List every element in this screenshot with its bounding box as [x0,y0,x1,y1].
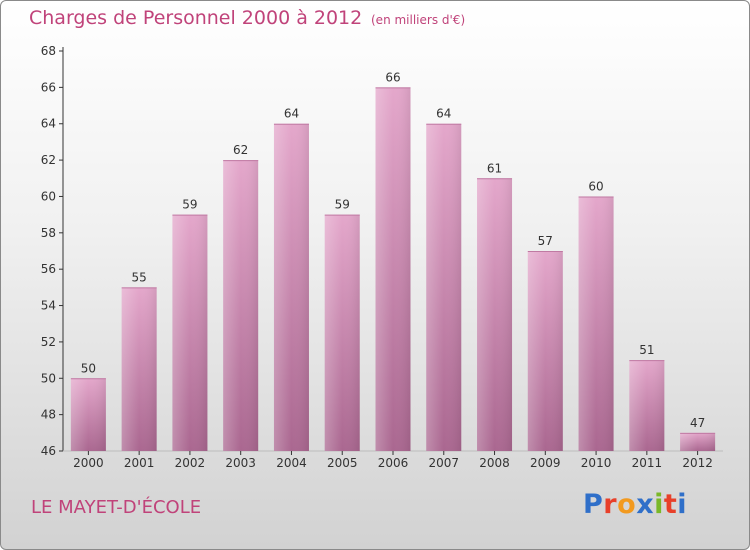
bar-shine [172,214,208,451]
y-tick-label: 60 [41,189,56,203]
logo-letter: t [663,489,678,520]
y-tick-label: 66 [41,80,56,94]
logo-letter: o [617,489,637,520]
proxiti-logo: Proxiti [583,489,687,520]
data-label: 50 [81,361,96,375]
data-label: 47 [690,416,705,430]
y-tick-label: 62 [41,153,56,167]
logo-letter: r [603,489,618,520]
data-label: 57 [538,234,553,248]
x-tick-label: 2011 [632,456,663,470]
data-label: 64 [284,107,299,121]
x-tick-label: 2002 [175,456,206,470]
data-label: 61 [487,161,502,175]
y-tick-label: 46 [41,444,56,458]
x-tick-label: 2004 [276,456,307,470]
bar-shine [477,178,513,452]
y-tick-label: 48 [41,408,56,422]
x-tick-label: 2005 [327,456,358,470]
bar-shine [273,123,309,452]
x-tick-label: 2006 [378,456,409,470]
x-tick-label: 2008 [479,456,510,470]
x-tick-label: 2010 [581,456,612,470]
data-label: 51 [639,343,654,357]
data-label: 59 [335,198,350,212]
place-name: LE MAYET-D'ÉCOLE [31,497,202,518]
y-tick-label: 64 [41,117,56,131]
x-tick-label: 2012 [682,456,713,470]
data-label: 66 [385,70,400,84]
x-tick-label: 2003 [225,456,256,470]
logo-letter: i [654,489,664,520]
bar-shine [121,287,157,451]
chart-subtitle: (en milliers d'€) [371,13,466,27]
bar-shine [70,378,106,451]
bar-shine [680,432,716,451]
y-tick-label: 56 [41,262,56,276]
y-tick-label: 54 [41,299,56,313]
y-tick-label: 68 [41,44,56,58]
x-tick-label: 2007 [428,456,459,470]
bar-shine [629,360,665,451]
data-label: 60 [588,179,603,193]
y-tick-label: 50 [41,371,56,385]
data-label: 62 [233,143,248,157]
x-tick-label: 2009 [530,456,561,470]
bar-shine [324,214,360,451]
x-tick-label: 2001 [124,456,155,470]
y-tick-label: 58 [41,226,56,240]
bar-shine [426,123,462,452]
bar-shine [375,87,411,451]
logo-letter: P [583,489,604,520]
logo-letter: i [677,489,688,520]
x-tick-label: 2000 [73,456,104,470]
chart-title: Charges de Personnel 2000 à 2012 [29,7,363,29]
logo-letter: x [636,489,655,520]
data-label: 64 [436,107,451,121]
data-label: 55 [132,270,147,284]
data-label: 59 [182,198,197,212]
bar-shine [223,160,259,451]
y-tick-label: 52 [41,335,56,349]
bar-shine [527,251,563,451]
bar-shine [578,196,614,451]
